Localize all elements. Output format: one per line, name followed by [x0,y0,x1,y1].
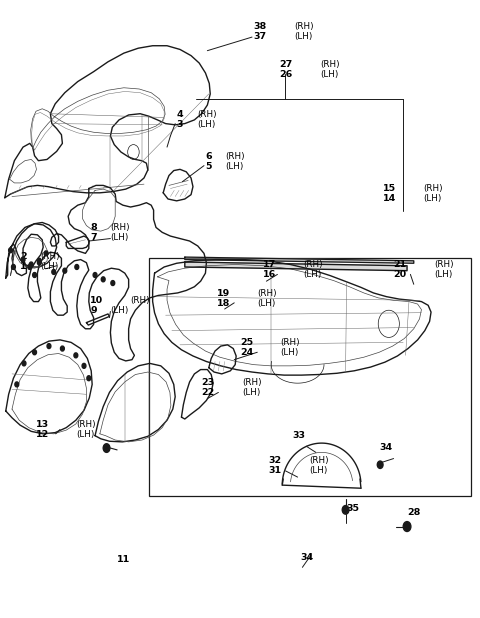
Text: 15: 15 [383,184,396,193]
Bar [149,258,471,496]
Text: (LH): (LH) [40,261,59,271]
Text: (RH): (RH) [434,260,454,269]
Circle shape [9,248,12,253]
Text: (LH): (LH) [242,387,261,397]
Text: (LH): (LH) [280,348,299,357]
Text: (LH): (LH) [110,306,129,315]
Text: 31: 31 [269,465,282,475]
Text: 20: 20 [394,270,407,279]
Text: (RH): (RH) [320,60,339,69]
Text: (RH): (RH) [197,109,216,119]
Circle shape [93,273,97,277]
Circle shape [82,363,86,368]
Text: (RH): (RH) [303,260,323,269]
Text: (LH): (LH) [257,298,276,308]
Circle shape [403,522,411,531]
Text: 33: 33 [293,431,306,440]
Text: 34: 34 [300,553,313,562]
Circle shape [37,260,41,265]
Text: (RH): (RH) [131,296,150,305]
Text: 19: 19 [217,289,230,298]
Text: 25: 25 [240,338,253,347]
Circle shape [101,277,105,282]
Text: 10: 10 [90,296,103,305]
Circle shape [47,344,51,349]
Text: (RH): (RH) [242,378,262,387]
Text: (RH): (RH) [226,151,245,161]
Text: 24: 24 [240,348,253,357]
Text: 2: 2 [20,252,27,261]
Circle shape [111,281,115,286]
Circle shape [52,269,56,274]
Text: (LH): (LH) [76,430,95,439]
Text: 14: 14 [383,193,396,203]
Circle shape [37,258,41,263]
Text: 26: 26 [279,70,293,79]
Text: 38: 38 [253,22,267,31]
Circle shape [33,350,36,355]
Text: 1: 1 [20,261,27,271]
Text: (RH): (RH) [257,289,277,298]
Circle shape [377,461,383,468]
Circle shape [22,361,26,366]
Text: 27: 27 [279,60,293,69]
Circle shape [74,353,78,358]
Text: (LH): (LH) [303,270,322,279]
Text: 17: 17 [263,260,276,269]
Text: (RH): (RH) [309,455,329,465]
Text: (RH): (RH) [294,22,313,31]
Text: 22: 22 [202,387,215,397]
Circle shape [44,251,48,256]
Text: 18: 18 [217,298,230,308]
Text: 7: 7 [90,233,97,242]
Circle shape [63,268,67,273]
Circle shape [21,257,25,262]
Text: (RH): (RH) [110,223,130,232]
Text: (LH): (LH) [434,270,453,279]
Text: (LH): (LH) [110,233,129,242]
Text: (RH): (RH) [76,420,96,429]
Text: (LH): (LH) [197,119,215,129]
Text: 11: 11 [117,554,131,564]
Polygon shape [185,262,407,271]
Polygon shape [185,257,414,263]
Text: 8: 8 [90,223,97,232]
Text: 3: 3 [177,119,183,129]
Text: 16: 16 [263,270,276,279]
Text: (RH): (RH) [40,252,60,261]
Text: 37: 37 [253,32,266,41]
Circle shape [33,273,36,277]
Text: 32: 32 [269,455,282,465]
Text: 21: 21 [394,260,407,269]
Circle shape [60,346,64,351]
Text: (LH): (LH) [320,70,338,79]
Text: 9: 9 [90,306,97,315]
Text: 28: 28 [407,507,420,517]
Circle shape [29,262,33,267]
Text: 6: 6 [205,151,212,161]
Text: (LH): (LH) [423,193,442,203]
Text: (LH): (LH) [294,32,312,41]
Text: (LH): (LH) [309,465,328,475]
Circle shape [75,265,79,269]
Text: 34: 34 [379,443,392,452]
Text: 12: 12 [36,430,49,439]
Text: (LH): (LH) [226,161,244,171]
Circle shape [15,382,19,387]
Circle shape [87,376,91,381]
Circle shape [103,444,110,452]
Text: 23: 23 [202,378,215,387]
Text: 5: 5 [205,161,212,171]
Text: 13: 13 [36,420,48,429]
Text: 4: 4 [177,109,183,119]
Circle shape [12,265,15,269]
Text: 35: 35 [347,504,360,513]
Text: (RH): (RH) [423,184,443,193]
Circle shape [28,265,32,269]
Text: (RH): (RH) [280,338,300,347]
Circle shape [342,506,349,514]
